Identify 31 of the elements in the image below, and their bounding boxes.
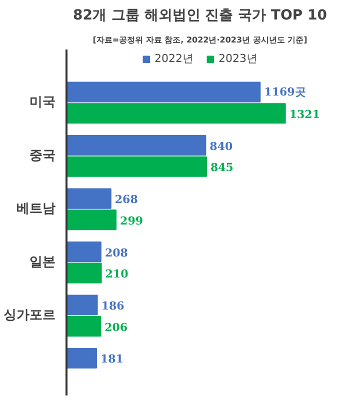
data-label: 181 (100, 352, 124, 366)
chart-subtitle: [자료=공정위 자료 참조, 2022년·2023년 공시년도 기준] (92, 36, 308, 44)
data-label: 840 (210, 140, 233, 153)
data-label: 845 (210, 161, 234, 174)
y-tick-label: 중국 (30, 148, 56, 164)
legend-label: 2022년 (154, 51, 194, 66)
bar (66, 241, 102, 262)
y-tick-label: 싱가포르 (4, 308, 56, 324)
legend-label: 2023년 (218, 51, 258, 66)
data-label: 1321 (289, 108, 320, 121)
bar (66, 135, 206, 156)
chart-title: 82개 그룹 해외법인 진출 국가 TOP 10 (73, 8, 328, 24)
data-label: 206 (104, 320, 128, 334)
bar (66, 103, 286, 124)
bar (66, 188, 112, 209)
bar (66, 316, 102, 337)
y-tick-label: 베트남 (16, 202, 56, 217)
bar (66, 82, 261, 102)
data-label: 186 (101, 300, 125, 313)
y-tick-label: 미국 (30, 95, 56, 110)
bar (66, 156, 207, 177)
data-label: 299 (120, 214, 144, 228)
bar (66, 348, 97, 369)
data-label: 1169곳 (264, 86, 306, 99)
bar (66, 262, 102, 284)
bar (66, 294, 98, 316)
y-tick-label: 일본 (30, 254, 56, 270)
data-label: 268 (114, 193, 138, 206)
bar (66, 210, 117, 230)
data-label: 210 (105, 268, 129, 281)
data-label: 208 (104, 246, 128, 260)
